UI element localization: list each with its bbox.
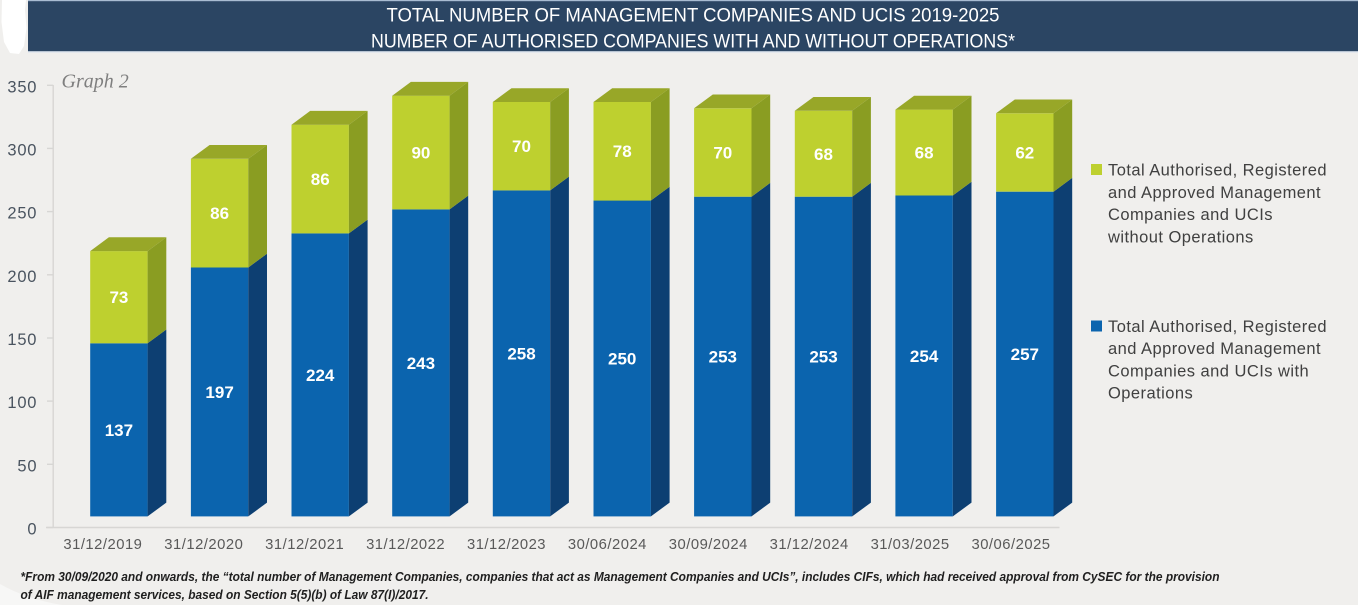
- svg-text:Companies and UCIs with: Companies and UCIs with: [1108, 362, 1309, 380]
- svg-text:*From 30/09/2020 and onwards,: *From 30/09/2020 and onwards, the “total…: [21, 569, 1220, 584]
- svg-text:350: 350: [7, 78, 37, 96]
- svg-text:70: 70: [713, 144, 732, 163]
- svg-text:200: 200: [7, 268, 37, 286]
- svg-text:250: 250: [608, 350, 636, 369]
- svg-text:250: 250: [7, 205, 37, 223]
- svg-text:50: 50: [17, 457, 37, 475]
- svg-text:224: 224: [306, 366, 335, 385]
- svg-text:30/09/2024: 30/09/2024: [669, 537, 748, 553]
- svg-text:Graph 2: Graph 2: [62, 71, 129, 93]
- svg-text:31/03/2025: 31/03/2025: [871, 537, 950, 553]
- svg-text:253: 253: [809, 348, 837, 367]
- svg-text:TOTAL NUMBER OF MANAGEMENT COM: TOTAL NUMBER OF MANAGEMENT COMPANIES AND…: [387, 5, 1000, 27]
- svg-text:30/06/2025: 30/06/2025: [971, 537, 1050, 553]
- svg-text:without Operations: without Operations: [1107, 228, 1254, 246]
- svg-text:of AIF management services, ba: of AIF management services, based on Sec…: [21, 587, 429, 602]
- svg-text:254: 254: [910, 347, 939, 366]
- svg-text:31/12/2024: 31/12/2024: [770, 537, 849, 553]
- svg-text:258: 258: [507, 344, 535, 363]
- svg-text:and Approved Management: and Approved Management: [1108, 184, 1321, 202]
- svg-text:137: 137: [105, 421, 133, 440]
- svg-text:68: 68: [915, 144, 934, 163]
- svg-text:73: 73: [109, 288, 128, 307]
- svg-text:Operations: Operations: [1108, 385, 1193, 403]
- svg-text:300: 300: [7, 141, 37, 159]
- svg-text:86: 86: [210, 204, 229, 223]
- svg-text:100: 100: [7, 394, 37, 412]
- svg-text:31/12/2023: 31/12/2023: [467, 537, 546, 553]
- svg-text:Total Authorised, Registered: Total Authorised, Registered: [1108, 162, 1327, 180]
- svg-text:NUMBER OF AUTHORISED COMPANIES: NUMBER OF AUTHORISED COMPANIES WITH AND …: [371, 31, 1015, 53]
- svg-text:0: 0: [27, 521, 37, 539]
- svg-text:197: 197: [205, 383, 233, 402]
- svg-text:31/12/2021: 31/12/2021: [265, 537, 344, 553]
- svg-text:243: 243: [407, 354, 435, 373]
- svg-text:62: 62: [1015, 144, 1034, 163]
- svg-text:Companies and UCIs: Companies and UCIs: [1108, 206, 1273, 224]
- svg-text:31/12/2020: 31/12/2020: [164, 537, 243, 553]
- svg-text:31/12/2019: 31/12/2019: [63, 537, 142, 553]
- svg-text:150: 150: [7, 331, 37, 349]
- svg-text:253: 253: [709, 348, 737, 367]
- svg-text:and Approved Management: and Approved Management: [1108, 340, 1321, 358]
- svg-text:257: 257: [1011, 345, 1039, 364]
- svg-text:31/12/2022: 31/12/2022: [366, 537, 445, 553]
- svg-text:Total Authorised, Registered: Total Authorised, Registered: [1108, 318, 1327, 336]
- svg-text:86: 86: [311, 170, 330, 189]
- svg-text:90: 90: [411, 144, 430, 163]
- svg-text:30/06/2024: 30/06/2024: [568, 537, 647, 553]
- svg-text:70: 70: [512, 137, 531, 156]
- svg-text:68: 68: [814, 145, 833, 164]
- svg-text:78: 78: [613, 142, 632, 161]
